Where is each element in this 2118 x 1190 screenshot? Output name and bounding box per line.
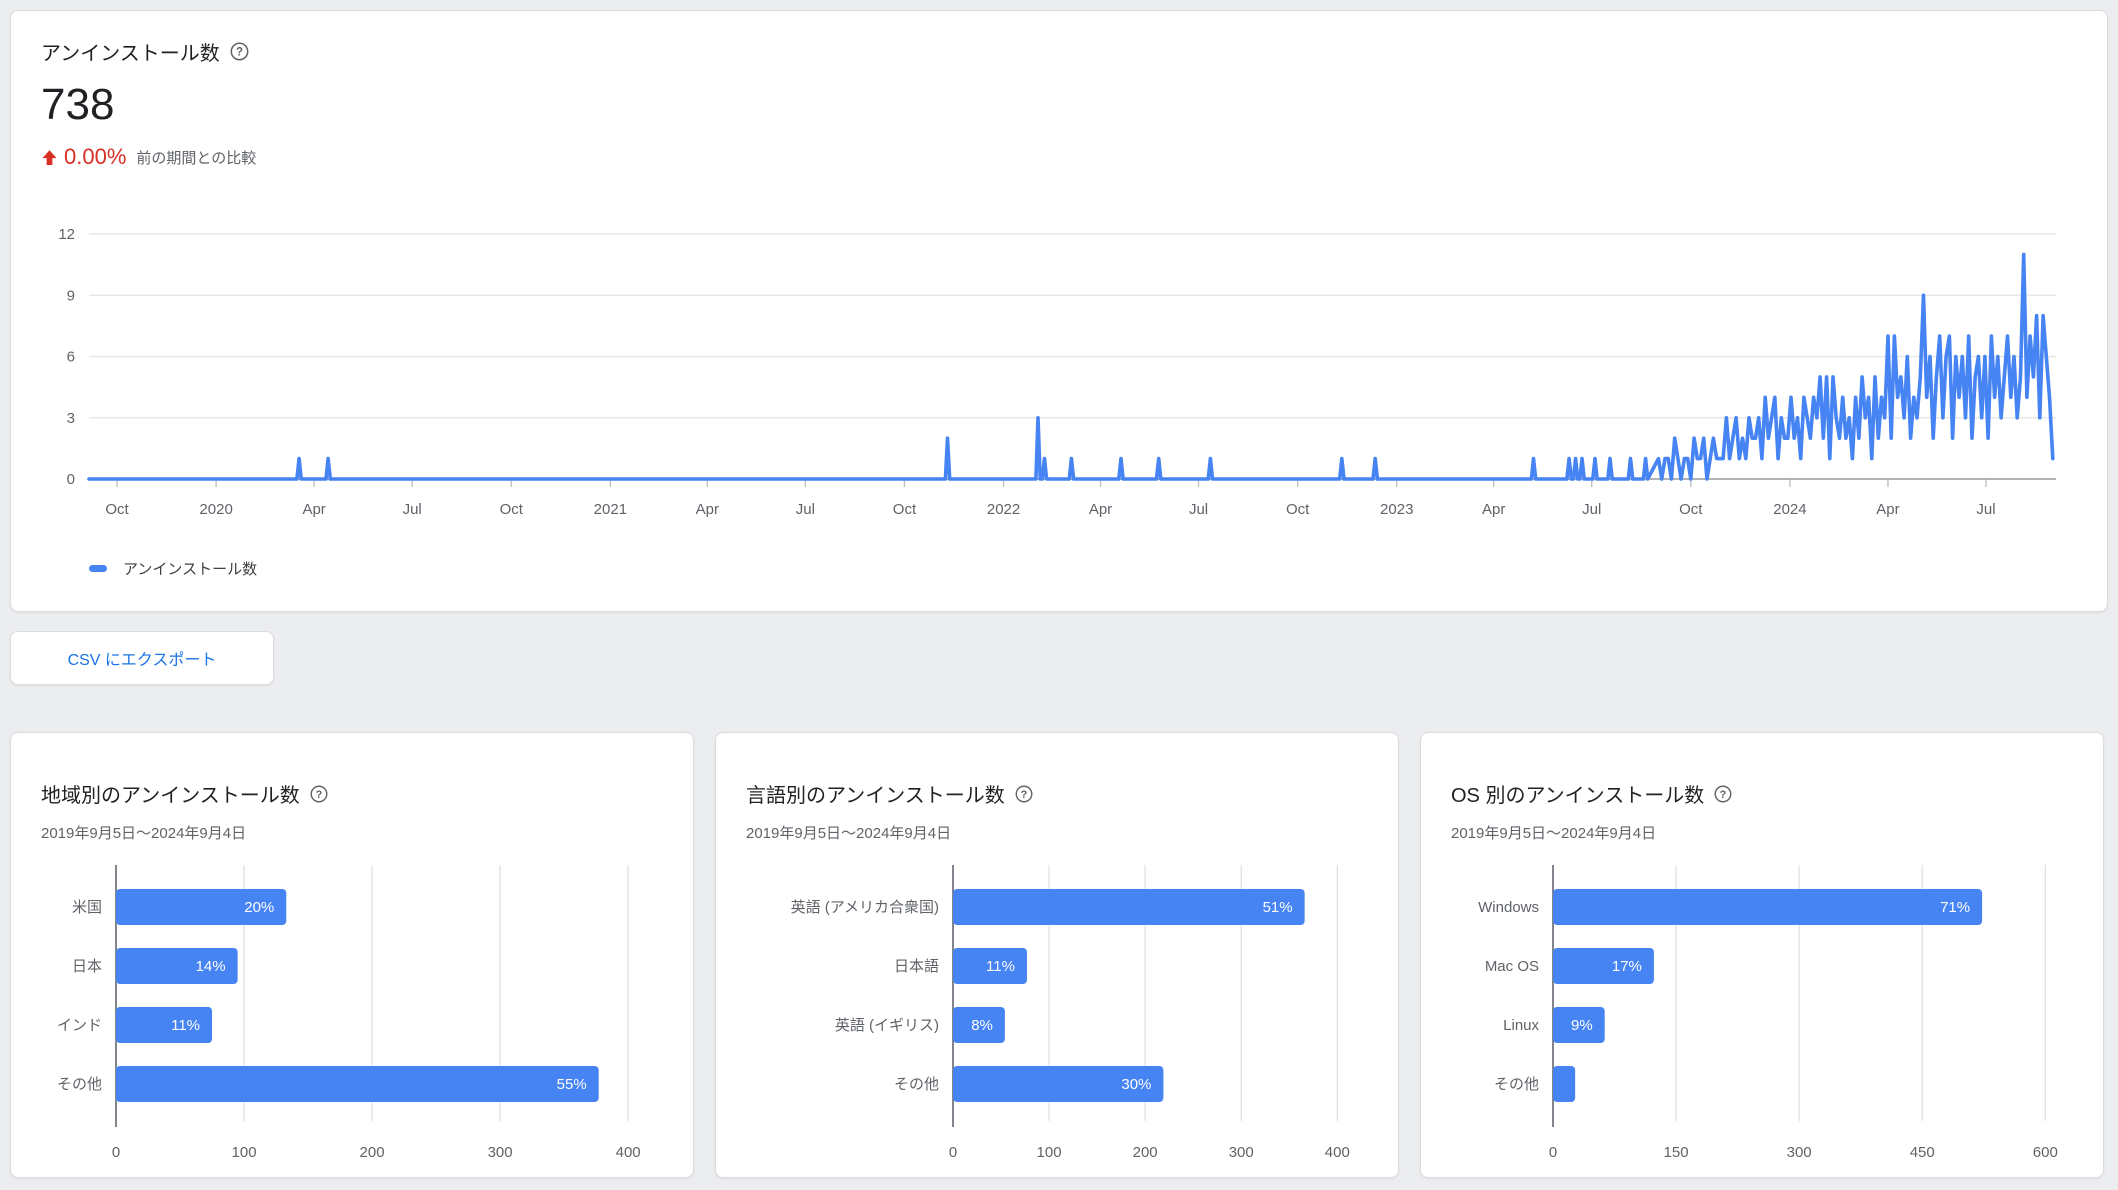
- svg-text:30%: 30%: [1121, 1076, 1151, 1093]
- svg-text:17%: 17%: [1612, 958, 1642, 975]
- language-uninstalls-card: 言語別のアンインストール数 ? 2019年9月5日〜2024年9月4日 0 100…: [715, 732, 1399, 1178]
- svg-text:Oct: Oct: [105, 501, 129, 518]
- region-uninstalls-card: 地域別のアンインストール数 ? 2019年9月5日〜2024年9月4日 0 100…: [10, 732, 694, 1178]
- os-uninstalls-card: OS 別のアンインストール数 ? 2019年9月5日〜2024年9月4日 0 15…: [1420, 732, 2104, 1178]
- help-icon[interactable]: ?: [1015, 785, 1033, 803]
- svg-text:米国: 米国: [72, 899, 102, 916]
- svg-text:100: 100: [232, 1144, 257, 1161]
- chart-legend: アンインストール数: [89, 558, 257, 579]
- svg-text:14%: 14%: [196, 958, 226, 975]
- svg-text:150: 150: [1664, 1144, 1689, 1161]
- svg-text:2022: 2022: [987, 501, 1020, 518]
- svg-text:0: 0: [112, 1144, 120, 1161]
- svg-text:200: 200: [360, 1144, 385, 1161]
- svg-text:0: 0: [1549, 1144, 1557, 1161]
- svg-text:その他: その他: [57, 1076, 102, 1093]
- svg-text:日本語: 日本語: [894, 958, 939, 975]
- svg-text:55%: 55%: [557, 1076, 587, 1093]
- svg-text:300: 300: [1787, 1144, 1812, 1161]
- region-card-title: 地域別のアンインストール数: [41, 785, 300, 807]
- svg-text:Jul: Jul: [1582, 501, 1601, 518]
- svg-text:2021: 2021: [594, 501, 627, 518]
- svg-text:Jul: Jul: [1189, 501, 1208, 518]
- svg-text:400: 400: [616, 1144, 641, 1161]
- help-icon[interactable]: ?: [230, 42, 249, 61]
- svg-text:Jul: Jul: [796, 501, 815, 518]
- svg-text:8%: 8%: [971, 1017, 993, 1034]
- uninstalls-card: アンインストール数 ? 738 0.00% 前の期間との比較 0 3 6 9 12 Oct…: [10, 10, 2108, 612]
- svg-text:20%: 20%: [244, 899, 274, 916]
- export-csv-button[interactable]: CSV にエクスポート: [10, 631, 274, 685]
- svg-text:Jul: Jul: [403, 501, 422, 518]
- svg-text:インド: インド: [57, 1017, 102, 1034]
- svg-text:2024: 2024: [1773, 501, 1806, 518]
- svg-text:Linux: Linux: [1503, 1017, 1539, 1034]
- language-date-range: 2019年9月5日〜2024年9月4日: [746, 825, 952, 842]
- svg-text:その他: その他: [1494, 1076, 1539, 1093]
- delta-row: 0.00% 前の期間との比較: [41, 144, 2077, 170]
- svg-text:2023: 2023: [1380, 501, 1413, 518]
- uninstalls-title: アンインストール数: [41, 43, 220, 65]
- legend-label: アンインストール数: [123, 561, 258, 578]
- svg-text:100: 100: [1037, 1144, 1062, 1161]
- svg-text:11%: 11%: [171, 1017, 200, 1034]
- svg-text:12: 12: [58, 226, 75, 243]
- language-bar-chart: 0 100 200 300 400 英語 (アメリカ合衆国) 51% 日本語 11% 英語 (イギ…: [791, 865, 1350, 1161]
- arrow-up-icon: [41, 149, 58, 166]
- help-icon[interactable]: ?: [1714, 785, 1732, 803]
- region-date-range: 2019年9月5日〜2024年9月4日: [41, 825, 247, 842]
- svg-text:2020: 2020: [199, 501, 232, 518]
- svg-text:Apr: Apr: [1876, 501, 1899, 518]
- svg-text:Jul: Jul: [1976, 501, 1995, 518]
- svg-text:450: 450: [1910, 1144, 1935, 1161]
- svg-text:Apr: Apr: [1089, 501, 1112, 518]
- svg-text:英語 (イギリス): 英語 (イギリス): [835, 1016, 939, 1034]
- svg-text:0: 0: [67, 471, 75, 488]
- breakdown-cards-row: 地域別のアンインストール数 ? 2019年9月5日〜2024年9月4日 0 100…: [10, 732, 2108, 1178]
- svg-text:51%: 51%: [1263, 899, 1293, 916]
- svg-text:?: ?: [1020, 788, 1027, 800]
- svg-text:Apr: Apr: [696, 501, 719, 518]
- svg-text:Oct: Oct: [1679, 501, 1703, 518]
- svg-text:Apr: Apr: [1482, 501, 1505, 518]
- svg-text:300: 300: [1229, 1144, 1254, 1161]
- uninstalls-line-chart: 0 3 6 9 12 Oct 2020 Apr Jul Oct 2021 Apr Jul Oct 2022 A…: [58, 226, 2056, 518]
- svg-text:300: 300: [488, 1144, 513, 1161]
- region-bar-chart: 0 100 200 300 400 米国 20% 日本 14% インド 11% その他 55%: [57, 865, 641, 1161]
- svg-text:Oct: Oct: [1286, 501, 1310, 518]
- svg-text:?: ?: [236, 47, 243, 59]
- uninstalls-total-value: 738: [41, 80, 115, 129]
- svg-text:9: 9: [67, 287, 75, 304]
- help-icon[interactable]: ?: [310, 785, 328, 803]
- uninstalls-card-header: アンインストール数 ?: [41, 37, 2077, 66]
- svg-text:200: 200: [1133, 1144, 1158, 1161]
- svg-text:71%: 71%: [1940, 899, 1970, 916]
- svg-text:11%: 11%: [986, 958, 1015, 975]
- svg-text:9%: 9%: [1571, 1017, 1593, 1034]
- svg-text:3: 3: [67, 410, 75, 427]
- delta-caption: 前の期間との比較: [136, 149, 257, 167]
- svg-text:?: ?: [315, 788, 322, 800]
- svg-text:Mac OS: Mac OS: [1485, 958, 1539, 975]
- legend-swatch-icon: [89, 565, 107, 572]
- svg-text:Windows: Windows: [1478, 899, 1539, 916]
- os-card-title: OS 別のアンインストール数: [1451, 785, 1705, 807]
- svg-text:?: ?: [1720, 788, 1727, 800]
- svg-text:Oct: Oct: [500, 501, 524, 518]
- svg-text:600: 600: [2033, 1144, 2058, 1161]
- svg-text:0: 0: [949, 1144, 957, 1161]
- os-bar-chart: 0 150 300 450 600 Windows 71% Mac OS 17% Linux 9% そ…: [1478, 865, 2058, 1161]
- svg-text:400: 400: [1325, 1144, 1350, 1161]
- svg-text:6: 6: [67, 349, 75, 366]
- svg-text:日本: 日本: [72, 958, 102, 975]
- language-card-title: 言語別のアンインストール数: [746, 785, 1005, 807]
- delta-percent: 0.00%: [64, 144, 127, 169]
- svg-text:Apr: Apr: [302, 501, 325, 518]
- os-date-range: 2019年9月5日〜2024年9月4日: [1451, 825, 1657, 842]
- svg-text:その他: その他: [894, 1076, 939, 1093]
- svg-text:Oct: Oct: [893, 501, 917, 518]
- svg-text:英語 (アメリカ合衆国): 英語 (アメリカ合衆国): [791, 898, 939, 916]
